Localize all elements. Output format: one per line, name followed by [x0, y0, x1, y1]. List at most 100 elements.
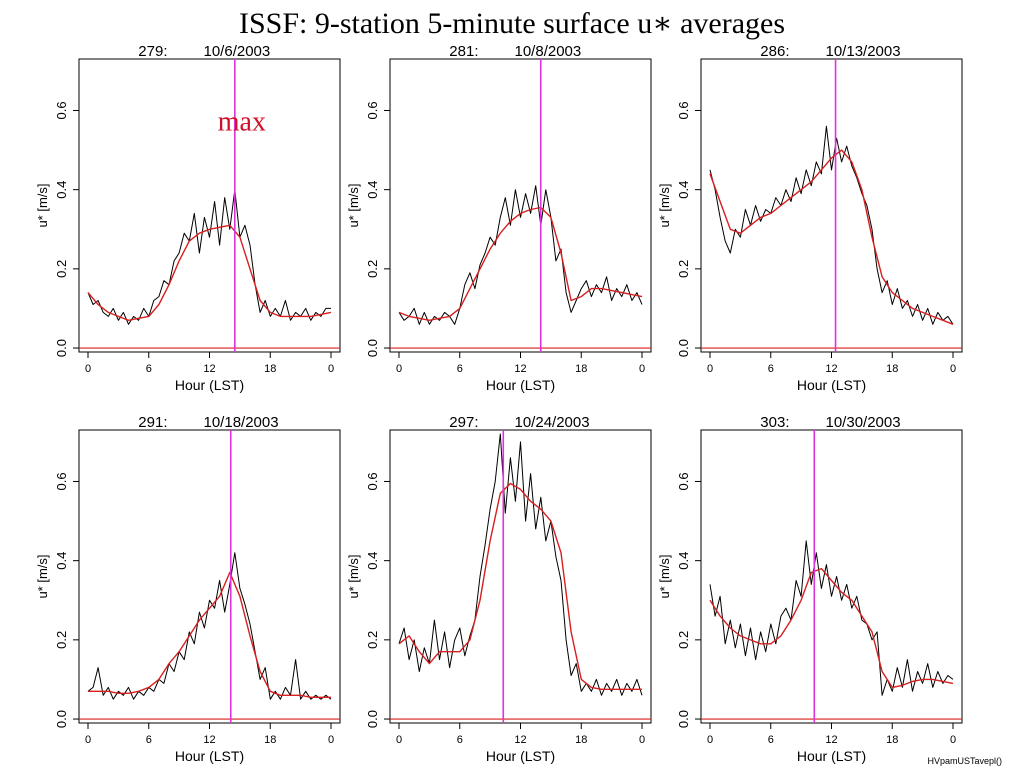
smooth-series-line — [398, 482, 642, 690]
x-tick-label: 6 — [457, 363, 463, 375]
panel-day: 303: — [760, 414, 789, 431]
x-tick-label: 18 — [886, 734, 898, 746]
x-tick-label: 6 — [768, 734, 774, 746]
y-tick-label: 0.2 — [365, 260, 380, 278]
x-tick-label: 12 — [514, 363, 526, 375]
x-tick-label: 12 — [514, 734, 526, 746]
y-tick-label: 0.6 — [54, 472, 69, 490]
y-tick-label: 0.2 — [676, 260, 691, 278]
panel-279: 279: 10/6/2003 0 6 12 18 0 0.0 0.2 0.4 0.6 Hour (LS… — [35, 43, 341, 393]
y-tick-label: 0.0 — [54, 339, 69, 357]
x-tick-label: 0 — [950, 363, 956, 375]
smooth-series-line — [398, 206, 643, 321]
panel-day: 279: — [138, 43, 167, 60]
x-axis-label: Hour (LST) — [175, 748, 244, 764]
x-tick-label: 18 — [886, 363, 898, 375]
x-axis-label: Hour (LST) — [486, 748, 555, 764]
panel-291: 291: 10/18/2003 0 6 12 18 0 0.0 0.2 0.4 0.6 Hour (L… — [35, 414, 341, 764]
x-axis-label: Hour (LST) — [797, 748, 866, 764]
panel-date: 10/13/2003 — [826, 43, 901, 60]
plot-frame — [389, 58, 652, 353]
y-tick-label: 0.2 — [54, 260, 69, 278]
y-tick-label: 0.6 — [365, 101, 380, 119]
raw-series-line — [709, 125, 954, 325]
y-axis-label: u* [m/s] — [346, 554, 361, 598]
x-tick-label: 0 — [639, 734, 645, 746]
plot-frame — [78, 429, 341, 724]
x-tick-label: 18 — [575, 734, 587, 746]
x-tick-label: 0 — [328, 363, 334, 375]
x-tick-label: 6 — [457, 734, 463, 746]
plot-frame — [78, 58, 341, 353]
panel-date: 10/8/2003 — [515, 43, 582, 60]
y-tick-label: 0.0 — [365, 339, 380, 357]
plot-frame — [700, 58, 963, 353]
y-tick-label: 0.0 — [676, 710, 691, 728]
x-tick-label: 0 — [85, 734, 91, 746]
panel-day: 291: — [138, 414, 167, 431]
y-tick-label: 0.0 — [54, 710, 69, 728]
panel-day: 281: — [449, 43, 478, 60]
y-tick-label: 0.0 — [365, 710, 380, 728]
panel-day: 297: — [449, 414, 478, 431]
panel-286: 286: 10/13/2003 0 6 12 18 0 0.0 0.2 0.4 0.6 Hour (L… — [657, 43, 963, 393]
y-tick-label: 0.2 — [676, 631, 691, 649]
y-axis-label: u* [m/s] — [346, 183, 361, 227]
panel-date: 10/30/2003 — [826, 414, 901, 431]
y-tick-label: 0.4 — [676, 181, 691, 199]
panel-date: 10/24/2003 — [515, 414, 590, 431]
y-tick-label: 0.6 — [676, 101, 691, 119]
x-axis-label: Hour (LST) — [486, 377, 555, 393]
panel-date: 10/6/2003 — [204, 43, 271, 60]
x-tick-label: 6 — [146, 363, 152, 375]
y-axis-label: u* [m/s] — [657, 554, 672, 598]
slide-title: ISSF: 9-station 5-minute surface u∗ aver… — [238, 7, 786, 40]
y-tick-label: 0.0 — [676, 339, 691, 357]
max-annotation: max — [218, 106, 266, 137]
x-tick-label: 0 — [707, 363, 713, 375]
x-tick-label: 0 — [85, 363, 91, 375]
x-tick-label: 0 — [396, 363, 402, 375]
y-axis-label: u* [m/s] — [657, 183, 672, 227]
panel-281: 281: 10/8/2003 0 6 12 18 0 0.0 0.2 0.4 0.6 Hour (LS… — [346, 43, 652, 393]
smooth-series-line — [87, 224, 332, 321]
plot-frame — [389, 429, 652, 724]
y-tick-label: 0.2 — [365, 631, 380, 649]
panel-date: 10/18/2003 — [204, 414, 279, 431]
x-tick-label: 0 — [707, 734, 713, 746]
y-tick-label: 0.4 — [676, 552, 691, 570]
x-tick-label: 0 — [950, 734, 956, 746]
smooth-series-line — [88, 571, 331, 698]
x-tick-label: 6 — [768, 363, 774, 375]
panel-day: 286: — [760, 43, 789, 60]
y-tick-label: 0.6 — [54, 101, 69, 119]
y-tick-label: 0.4 — [54, 181, 69, 199]
smooth-series-line — [709, 567, 954, 689]
x-tick-label: 18 — [264, 363, 276, 375]
x-tick-label: 12 — [203, 363, 215, 375]
y-tick-label: 0.2 — [54, 631, 69, 649]
x-tick-label: 0 — [396, 734, 402, 746]
x-tick-label: 12 — [825, 363, 837, 375]
x-axis-label: Hour (LST) — [797, 377, 866, 393]
panel-303: 303: 10/30/2003 0 6 12 18 0 0.0 0.2 0.4 0.6 Hour (L… — [657, 414, 963, 764]
panel-297: 297: 10/24/2003 0 6 12 18 0 0.0 0.2 0.4 0.6 Hour (L… — [346, 414, 652, 764]
raw-series-line — [87, 552, 332, 700]
x-tick-label: 6 — [146, 734, 152, 746]
raw-series-line — [87, 189, 331, 325]
x-tick-label: 12 — [825, 734, 837, 746]
footer-tag: HVpamUSTavepl() — [927, 756, 1002, 766]
x-tick-label: 12 — [203, 734, 215, 746]
x-tick-label: 0 — [639, 363, 645, 375]
raw-series-line — [709, 540, 954, 696]
raw-series-line — [398, 433, 643, 696]
x-tick-label: 18 — [264, 734, 276, 746]
y-tick-label: 0.6 — [365, 472, 380, 490]
y-tick-label: 0.4 — [54, 552, 69, 570]
smooth-series-line — [709, 149, 954, 325]
y-tick-label: 0.4 — [365, 552, 380, 570]
y-axis-label: u* [m/s] — [35, 554, 50, 598]
x-axis-label: Hour (LST) — [175, 377, 244, 393]
raw-series-line — [398, 185, 643, 325]
